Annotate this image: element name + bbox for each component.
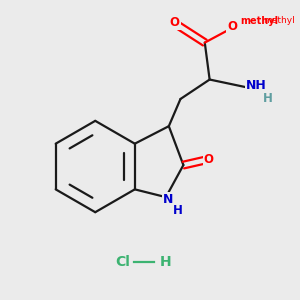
Text: methyl: methyl: [240, 16, 278, 26]
Text: NH: NH: [246, 79, 267, 92]
Text: O: O: [227, 20, 237, 33]
Text: H: H: [263, 92, 273, 106]
Text: methyl: methyl: [263, 16, 295, 25]
Text: O: O: [204, 153, 214, 166]
Text: H: H: [172, 204, 182, 217]
Text: O: O: [169, 16, 180, 29]
Text: N: N: [163, 193, 173, 206]
Text: H: H: [159, 255, 171, 269]
Text: Cl: Cl: [115, 255, 130, 269]
